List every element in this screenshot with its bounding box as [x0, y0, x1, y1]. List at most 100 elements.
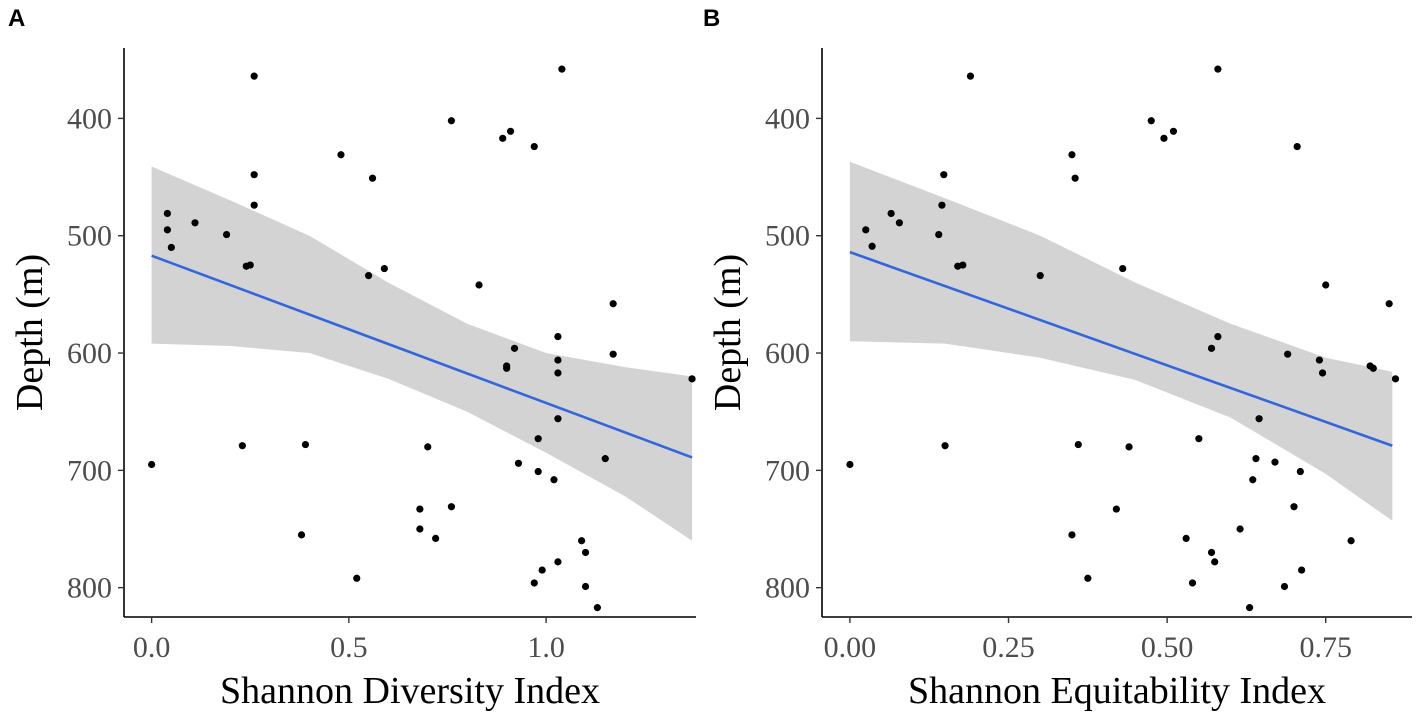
x-tick-label: 0.75 [1299, 631, 1352, 664]
data-point [550, 476, 558, 484]
data-point [1068, 531, 1076, 539]
data-point [1318, 369, 1327, 377]
data-point [578, 537, 586, 545]
data-point [1271, 458, 1279, 466]
x-tick-label: 0.00 [824, 631, 877, 664]
data-point [364, 272, 373, 280]
data-point [1290, 503, 1298, 511]
data-point [1195, 435, 1203, 443]
data-point [297, 531, 306, 539]
data-point [191, 219, 199, 227]
data-point [353, 574, 361, 582]
data-point [609, 350, 617, 358]
regression-line [849, 250, 1393, 447]
data-point [601, 455, 609, 463]
data-point [688, 375, 696, 383]
y-tick-label: 400 [765, 102, 810, 135]
data-point [1385, 300, 1393, 308]
data-point [862, 226, 870, 234]
data-point [554, 369, 562, 377]
y-axis-title: Depth (m) [707, 254, 749, 411]
data-point [554, 415, 562, 423]
data-point [1160, 134, 1168, 142]
confidence-band [849, 161, 1393, 521]
data-point [510, 344, 519, 352]
data-point [250, 171, 258, 179]
data-point [941, 442, 949, 450]
data-point [1284, 350, 1292, 358]
data-point [238, 442, 246, 450]
data-point [868, 242, 876, 250]
data-point [1322, 281, 1330, 289]
data-point [1147, 117, 1155, 125]
data-point [581, 548, 590, 557]
y-tick-label: 500 [765, 220, 810, 253]
data-point [1296, 467, 1304, 476]
panel-letter: A [8, 5, 25, 32]
data-point [416, 525, 424, 533]
data-point [499, 134, 507, 142]
data-point [534, 467, 542, 476]
panel-letter: B [703, 5, 720, 32]
data-point [416, 505, 424, 513]
data-point [380, 264, 388, 273]
data-point [846, 460, 854, 469]
data-point [1315, 356, 1323, 364]
data-point [1214, 65, 1222, 73]
data-point [895, 219, 903, 227]
data-point [424, 443, 432, 451]
data-point [554, 333, 562, 341]
data-point [514, 459, 523, 467]
data-point [250, 72, 258, 80]
data-point [1391, 375, 1400, 383]
data-point [1084, 574, 1092, 582]
x-axis-title: Shannon Diversity Index [220, 670, 600, 712]
data-point [1112, 505, 1120, 513]
data-point [593, 604, 601, 612]
data-point [432, 534, 440, 542]
data-point [337, 151, 345, 159]
data-point [1119, 264, 1127, 273]
scatter-points [148, 65, 696, 612]
data-point [935, 230, 943, 239]
scatter-points [846, 65, 1400, 612]
data-point [1347, 537, 1355, 545]
data-point [1280, 582, 1289, 591]
data-point [246, 261, 254, 269]
y-tick-label: 600 [67, 337, 112, 370]
data-point [1298, 566, 1306, 574]
data-point [1207, 344, 1216, 352]
data-point [1236, 525, 1244, 533]
data-point [538, 566, 546, 574]
data-point [1207, 548, 1216, 557]
data-point [1071, 174, 1079, 182]
data-point [938, 201, 946, 209]
axis-ticks: 0.0 0.5 1.0 400 500 600 700 800 [67, 102, 565, 664]
data-point [1074, 440, 1082, 449]
data-point [167, 243, 175, 252]
y-tick-label: 800 [67, 572, 112, 605]
data-point [1036, 272, 1044, 280]
regression-line [151, 254, 693, 459]
data-point [609, 300, 617, 308]
data-point [1182, 534, 1190, 542]
data-point [1125, 443, 1133, 451]
data-point [966, 72, 975, 80]
data-point [163, 209, 171, 218]
x-tick-label: 0.25 [982, 631, 1035, 664]
data-point [475, 281, 483, 289]
x-tick-label: 0.5 [330, 631, 368, 664]
data-point [887, 209, 895, 218]
data-point [368, 174, 377, 182]
data-point [554, 558, 562, 566]
y-tick-label: 600 [765, 337, 810, 370]
panel-a-diversity: A 0.0 0.5 1.0 400 500 600 700 800 Shannon Diver… [8, 5, 696, 712]
y-tick-label: 800 [765, 572, 810, 605]
data-point [1169, 127, 1178, 135]
data-point [447, 503, 456, 511]
panel-b-equitability: B 0.00 0.25 0.50 0.75 400 500 600 700 800 Shanno… [703, 5, 1412, 712]
x-tick-label: 0.0 [133, 631, 171, 664]
data-point [447, 117, 456, 125]
y-tick-label: 700 [765, 454, 810, 487]
